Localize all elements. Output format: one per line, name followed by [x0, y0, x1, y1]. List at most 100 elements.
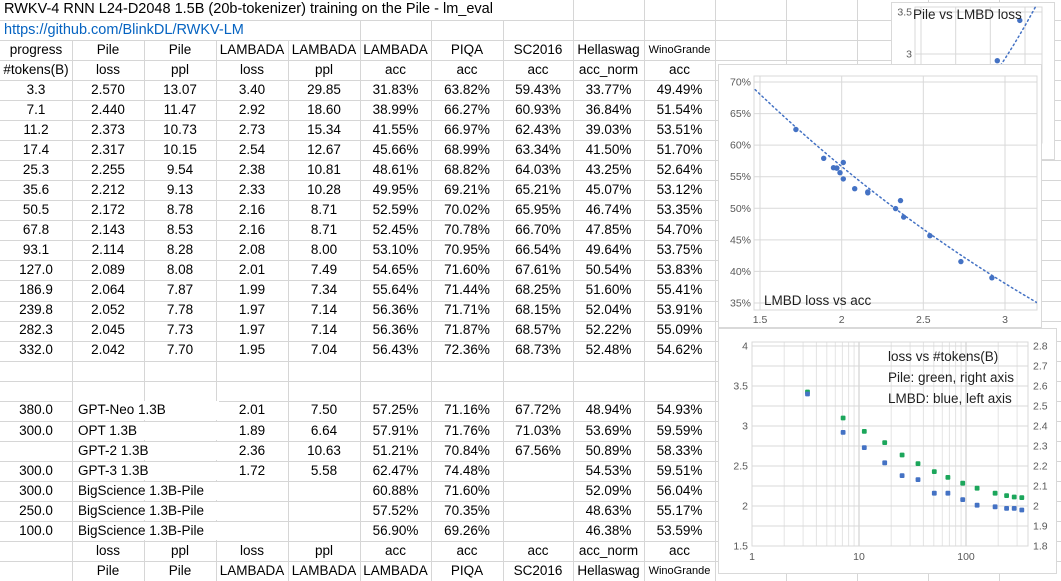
model-name-cell[interactable]: BigScience 1.3B-Pile	[73, 481, 219, 501]
header-cell[interactable]: LAMBADA	[291, 41, 357, 57]
footer-cell[interactable]: LAMBADA	[291, 562, 357, 578]
table-cell[interactable]: 52.59%	[372, 202, 419, 218]
table-cell[interactable]: 2.212	[91, 182, 125, 198]
table-cell[interactable]: 66.97%	[444, 122, 490, 137]
table-cell[interactable]: 2.54	[238, 142, 266, 158]
table-cell[interactable]: 9.54	[166, 162, 194, 178]
footer-cell[interactable]: Pile	[168, 562, 192, 578]
table-cell[interactable]: 53.12%	[656, 182, 703, 198]
header-cell[interactable]: LAMBADA	[363, 41, 428, 57]
footer-cell[interactable]: ppl	[314, 542, 333, 558]
table-cell[interactable]: 74.48%	[444, 462, 490, 478]
header-cell[interactable]: acc	[527, 61, 549, 77]
footer-cell[interactable]: loss	[95, 542, 120, 558]
header-cell[interactable]: LAMBADA	[219, 41, 285, 57]
table-cell[interactable]: 59.43%	[515, 81, 561, 97]
table-cell[interactable]: 55.41%	[656, 282, 703, 298]
header-cell[interactable]: Hellaswag	[577, 41, 640, 57]
table-cell[interactable]: 8.00	[310, 242, 338, 258]
table-cell[interactable]: 55.17%	[656, 502, 703, 518]
table-cell[interactable]: 7.70	[166, 342, 194, 358]
table-cell[interactable]: 63.34%	[515, 142, 561, 158]
footer-cell[interactable]: ppl	[170, 542, 189, 558]
table-cell[interactable]: 33.77%	[585, 81, 632, 97]
table-cell[interactable]: 3.3	[26, 81, 46, 97]
table-cell[interactable]: 2.052	[91, 302, 125, 318]
table-cell[interactable]: 53.69%	[585, 422, 632, 438]
table-cell[interactable]: 41.50%	[585, 142, 632, 158]
table-cell[interactable]: 13.07	[163, 81, 197, 97]
table-cell[interactable]: 332.0	[19, 342, 53, 358]
table-cell[interactable]: 18.60	[307, 101, 341, 117]
table-cell[interactable]: 11.2	[23, 122, 49, 137]
table-cell[interactable]: 47.85%	[585, 222, 632, 238]
footer-cell[interactable]: acc_norm	[578, 542, 639, 558]
table-cell[interactable]: 64.03%	[515, 162, 561, 178]
table-cell[interactable]: 2.08	[238, 242, 266, 258]
loss-vs-tokens-chart[interactable]: 1 10 100 1.5 2 2.5 3 3.5 4 1.8 1.9 2 2.1 2.2 2.3 2.4 2.5…	[718, 328, 1057, 574]
table-cell[interactable]: 45.07%	[585, 182, 632, 198]
table-cell[interactable]: 71.76%	[444, 422, 490, 438]
table-cell[interactable]: 46.38%	[585, 522, 632, 538]
header-cell[interactable]: WinoGrande	[648, 43, 711, 56]
table-cell[interactable]: 67.72%	[515, 402, 561, 418]
table-cell[interactable]: 7.1	[26, 101, 46, 117]
footer-cell[interactable]: SC2016	[513, 562, 563, 578]
table-cell[interactable]: 2.045	[91, 322, 125, 338]
table-cell[interactable]: 2.16	[238, 222, 266, 238]
table-cell[interactable]: 48.63%	[585, 502, 632, 518]
table-cell[interactable]: 67.61%	[515, 262, 561, 278]
table-cell[interactable]: 48.61%	[372, 162, 419, 178]
header-cell[interactable]: SC2016	[513, 41, 563, 57]
table-cell[interactable]: 2.16	[238, 202, 266, 218]
table-cell[interactable]: 48.94%	[585, 402, 632, 418]
table-cell[interactable]: 6.64	[310, 422, 338, 438]
table-cell[interactable]: 52.48%	[585, 342, 632, 358]
table-cell[interactable]: 7.78	[166, 302, 194, 318]
table-cell[interactable]: 53.35%	[656, 202, 703, 218]
header-cell[interactable]: Pile	[96, 41, 120, 57]
table-cell[interactable]: 53.10%	[372, 242, 419, 258]
header-cell[interactable]: PIQA	[450, 41, 484, 57]
table-cell[interactable]: 56.90%	[372, 522, 419, 538]
table-cell[interactable]: 2.172	[91, 202, 125, 218]
table-cell[interactable]: 46.74%	[585, 202, 632, 218]
table-cell[interactable]: 71.87%	[444, 322, 490, 338]
table-cell[interactable]: 51.60%	[585, 282, 632, 298]
table-cell[interactable]: 100.0	[19, 522, 53, 538]
table-cell[interactable]: 56.04%	[656, 482, 703, 498]
footer-cell[interactable]: Hellaswag	[577, 562, 640, 578]
table-cell[interactable]: 17.4	[22, 142, 50, 158]
table-cell[interactable]: 54.65%	[372, 262, 419, 278]
table-cell[interactable]: 10.81	[307, 162, 341, 178]
footer-cell[interactable]: acc	[384, 542, 406, 558]
table-cell[interactable]: 70.02%	[444, 202, 490, 218]
table-cell[interactable]: 2.73	[238, 122, 266, 137]
table-cell[interactable]: 53.83%	[656, 262, 703, 278]
table-cell[interactable]: 300.0	[19, 462, 53, 478]
table-cell[interactable]: 55.09%	[656, 322, 703, 338]
table-cell[interactable]: 8.28	[166, 242, 194, 258]
table-cell[interactable]: 71.03%	[515, 422, 561, 438]
table-cell[interactable]: 282.3	[19, 322, 53, 338]
model-name-cell[interactable]: BigScience 1.3B-Pile	[73, 501, 219, 521]
table-cell[interactable]: 62.43%	[515, 122, 561, 137]
table-cell[interactable]: 54.93%	[656, 402, 703, 418]
table-cell[interactable]: 67.8	[22, 222, 50, 238]
table-cell[interactable]: 53.51%	[656, 122, 703, 137]
table-cell[interactable]: 52.22%	[585, 322, 632, 338]
model-name-cell[interactable]: GPT-Neo 1.3B	[73, 401, 219, 421]
footer-cell[interactable]: acc	[456, 542, 478, 558]
table-cell[interactable]: 1.97	[238, 322, 266, 338]
table-cell[interactable]: 51.54%	[656, 101, 703, 117]
table-cell[interactable]: 250.0	[19, 502, 53, 518]
table-cell[interactable]: 2.01	[238, 262, 266, 278]
table-cell[interactable]: 52.64%	[656, 162, 703, 178]
header-cell[interactable]: acc	[456, 61, 478, 77]
table-cell[interactable]: 56.43%	[372, 342, 419, 358]
table-cell[interactable]: 11.47	[163, 101, 197, 117]
table-cell[interactable]: 3.40	[238, 81, 266, 97]
table-cell[interactable]: 2.042	[91, 342, 125, 358]
table-cell[interactable]: 2.36	[238, 442, 266, 458]
table-cell[interactable]: 2.38	[238, 162, 266, 178]
